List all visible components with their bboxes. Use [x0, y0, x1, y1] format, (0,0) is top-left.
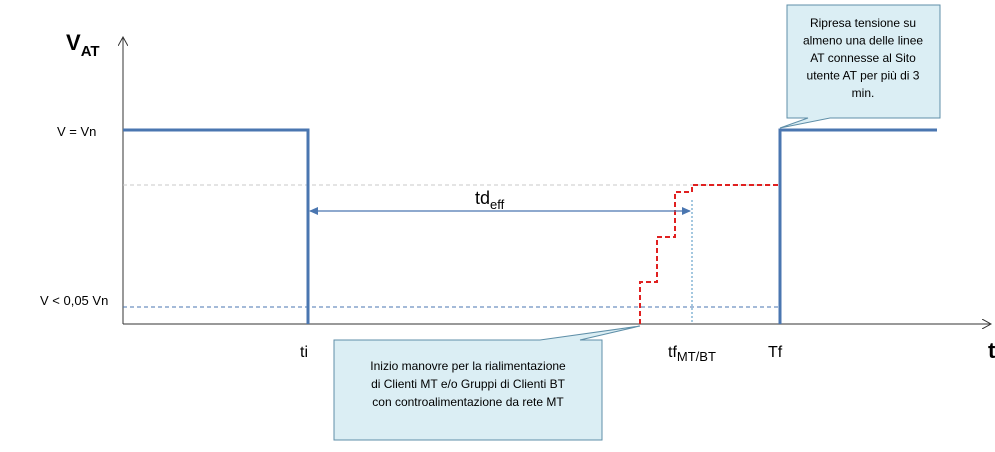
level-label: V < 0,05 Vn [40, 293, 108, 308]
level-label: V = Vn [57, 124, 96, 139]
callout-line: Inizio manovre per la rialimentazione [370, 359, 566, 373]
callout-line: con controalimentazione da rete MT [372, 395, 564, 409]
recovery-steps [639, 184, 780, 324]
callout-box [333, 325, 641, 441]
callout-line: di Clienti MT e/o Gruppi di Clienti BT [371, 377, 566, 391]
x-axis-label: t [988, 338, 995, 363]
y-axis-label: VAT [66, 30, 100, 60]
callout-line: Ripresa tensione su [810, 16, 916, 30]
time-label: Tf [768, 344, 783, 361]
callout-text: Ripresa tensione su almeno una delle line… [803, 16, 923, 100]
callout-box [779, 4, 941, 129]
callout-line: min. [852, 86, 875, 100]
time-label: ti [300, 344, 308, 361]
time-label: tfMT/BT [668, 344, 716, 364]
callout-line: AT connesse al Sito [810, 51, 916, 65]
duration-label: tdeff [475, 188, 505, 212]
voltage-trace [123, 128, 310, 324]
voltage-trace [778, 128, 937, 324]
callout-line: almeno una delle linee [803, 34, 923, 48]
callout-line: utente AT per più di 3 [807, 69, 920, 83]
callout-text: Inizio manovre per la rialimentazione di … [370, 359, 566, 409]
